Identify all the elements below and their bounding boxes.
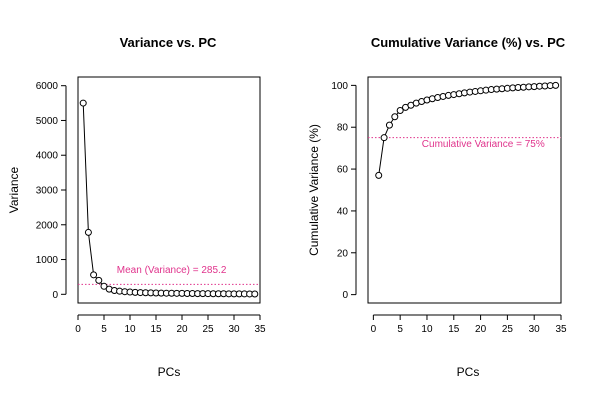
y-tick-label: 6000 (36, 81, 59, 92)
y-tick-label: 2000 (36, 220, 59, 231)
chart-title: Cumulative Variance (%) vs. PC (371, 35, 566, 50)
ticks: 0 5 10 15 20 25 30 35 0 20 40 60 80 100 (331, 81, 567, 335)
plot-frame (367, 76, 562, 304)
y-tick-label: 100 (331, 81, 348, 92)
x-tick-label: 0 (371, 324, 377, 335)
data-point (385, 121, 393, 129)
y-tick-label: 0 (342, 290, 348, 301)
data-point (79, 99, 87, 107)
x-axis-label: PCs (158, 365, 181, 379)
x-tick-label: 5 (397, 324, 403, 335)
x-tick-label: 10 (421, 324, 433, 335)
data-point (375, 171, 383, 179)
x-tick-label: 25 (502, 324, 514, 335)
y-tick-label: 20 (337, 248, 349, 259)
y-axis-label: Cumulative Variance (%) (307, 124, 321, 256)
variance-chart: Variance vs. PC PCs Variance 0 5 10 15 20 25 3… (7, 35, 266, 379)
data-point (396, 106, 404, 114)
x-tick-label: 30 (529, 324, 541, 335)
x-tick-label: 0 (75, 324, 81, 335)
y-tick-label: 1000 (36, 255, 59, 266)
x-tick-label: 15 (150, 324, 162, 335)
x-tick-label: 35 (254, 324, 266, 335)
data-series (375, 81, 560, 179)
data-point (380, 134, 388, 142)
x-tick-label: 10 (124, 324, 136, 335)
data-point (552, 81, 560, 89)
x-tick-label: 35 (555, 324, 567, 335)
y-tick-label: 3000 (36, 186, 59, 197)
data-point (391, 113, 399, 121)
cumulative-variance-chart: Cumulative Variance (%) vs. PC PCs Cumul… (307, 35, 567, 379)
y-tick-label: 80 (337, 123, 349, 134)
data-point (90, 271, 98, 279)
y-tick-label: 40 (337, 206, 349, 217)
y-tick-label: 60 (337, 165, 349, 176)
series-line (378, 84, 556, 176)
data-point (95, 276, 103, 284)
y-tick-label: 5000 (36, 116, 59, 127)
x-axis-label: PCs (457, 365, 480, 379)
data-point (84, 228, 92, 236)
data-series (79, 99, 259, 298)
x-tick-label: 30 (228, 324, 240, 335)
x-tick-label: 20 (475, 324, 487, 335)
data-point (100, 282, 108, 290)
ticks: 0 5 10 15 20 25 30 35 0 1000 2000 3000 4000 5000 6000 (36, 81, 266, 335)
data-point (251, 290, 259, 298)
cumulative-variance-annotation: Cumulative Variance = 75% (422, 139, 545, 150)
x-tick-label: 15 (448, 324, 460, 335)
x-tick-label: 20 (176, 324, 188, 335)
y-tick-label: 4000 (36, 151, 59, 162)
x-tick-label: 5 (101, 324, 107, 335)
y-axis-label: Variance (7, 166, 21, 213)
y-tick-label: 0 (52, 290, 58, 301)
chart-title: Variance vs. PC (120, 35, 217, 50)
x-tick-label: 25 (202, 324, 214, 335)
mean-variance-annotation: Mean (Variance) = 285.2 (117, 265, 227, 276)
plot-frame (77, 76, 261, 304)
